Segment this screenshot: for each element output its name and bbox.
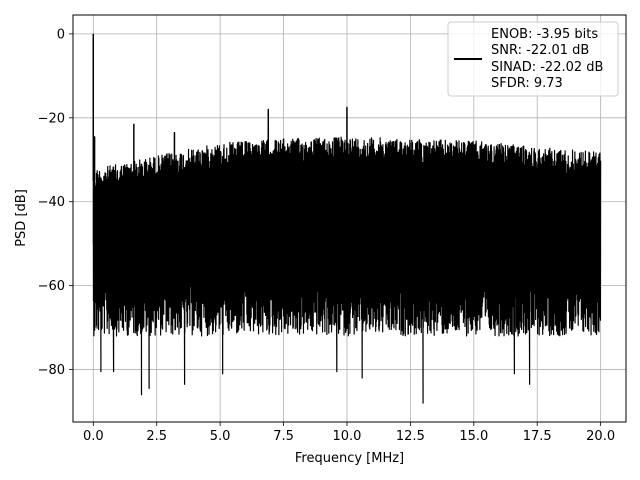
y-tick-label: 0 bbox=[57, 27, 65, 42]
y-tick-label: −20 bbox=[38, 111, 65, 126]
x-tick-label: 12.5 bbox=[396, 429, 425, 444]
legend-sinad: SINAD: -22.02 dB bbox=[491, 60, 603, 75]
y-axis-label: PSD [dB] bbox=[14, 189, 29, 247]
x-tick-label: 2.5 bbox=[146, 429, 167, 444]
legend-sfdr: SFDR: 9.73 bbox=[491, 76, 563, 91]
plot-frame bbox=[72, 14, 627, 423]
psd-trace bbox=[92, 33, 602, 404]
legend-snr: SNR: -22.01 dB bbox=[491, 43, 589, 58]
x-tick-label: 15.0 bbox=[459, 429, 488, 444]
x-tick-label: 7.5 bbox=[273, 429, 294, 444]
x-axis-ticks: 0.0 2.5 5.0 7.5 10.0 12.5 15.0 17.5 20.0 bbox=[83, 422, 615, 444]
psd-series-line bbox=[92, 33, 602, 404]
x-tick-label: 5.0 bbox=[210, 429, 231, 444]
x-tick-label: 10.0 bbox=[332, 429, 361, 444]
y-tick-label: −80 bbox=[38, 363, 65, 378]
x-tick-label: 17.5 bbox=[523, 429, 552, 444]
legend-box bbox=[447, 21, 619, 97]
y-tick-label: −60 bbox=[38, 279, 65, 294]
legend-enob: ENOB: -3.95 bits bbox=[491, 27, 598, 42]
legend: ENOB: -3.95 bits SNR: -22.01 dB SINAD: -… bbox=[447, 21, 619, 97]
x-axis-label: Frequency [MHz] bbox=[295, 451, 404, 466]
x-tick-label: 20.0 bbox=[586, 429, 615, 444]
y-tick-label: −40 bbox=[38, 195, 65, 210]
y-axis-ticks: 0 −20 −40 −60 −80 bbox=[38, 27, 73, 378]
x-tick-label: 0.0 bbox=[83, 429, 104, 444]
